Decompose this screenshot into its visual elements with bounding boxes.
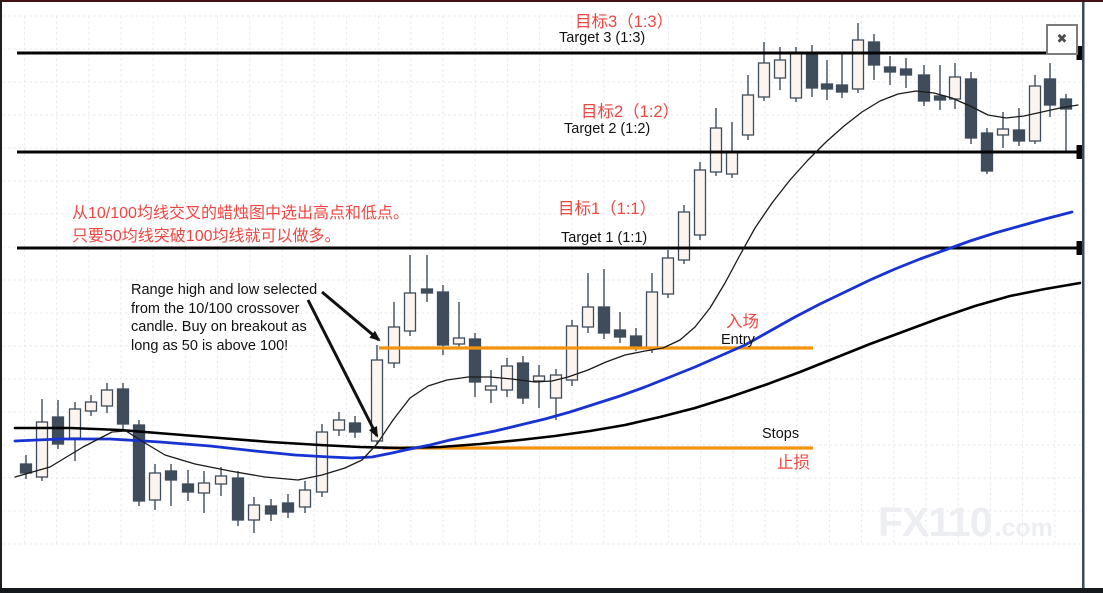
entry-stop-lines bbox=[379, 346, 813, 450]
ma-line-ma50 bbox=[13, 210, 1074, 460]
strategy-note-cn-line1: 从10/100均线交叉的蜡烛图中选出高点和低点。 bbox=[72, 205, 409, 222]
target1-label-cn: 目标1（1:1） bbox=[558, 200, 657, 218]
target1-label-en: Target 1 (1:1) bbox=[561, 230, 648, 246]
close-button[interactable]: ✖ bbox=[1046, 24, 1078, 55]
strategy-note-cn: 从10/100均线交叉的蜡烛图中选出高点和低点。 只要50均线突破100均线就可… bbox=[72, 202, 409, 248]
watermark-suffix: .com bbox=[994, 514, 1053, 542]
stops-label-cn: 止损 bbox=[777, 454, 810, 472]
ma-line-ma10 bbox=[14, 90, 1079, 481]
target-level-lines bbox=[17, 46, 1083, 255]
moving-averages bbox=[13, 90, 1082, 481]
target3-label-en: Target 3 (1:3) bbox=[559, 30, 646, 46]
window-border-bottom bbox=[0, 588, 1103, 593]
watermark-fx110: FX110 .com bbox=[878, 499, 1053, 546]
target2-label-cn: 目标2（1:2） bbox=[581, 103, 680, 121]
entry-label-cn: 入场 bbox=[726, 313, 759, 331]
stops-label-en: Stops bbox=[762, 426, 800, 442]
close-icon: ✖ bbox=[1056, 32, 1068, 47]
strategy-note-cn-line2: 只要50均线突破100均线就可以做多。 bbox=[72, 228, 341, 245]
window-border-left bbox=[0, 0, 2, 593]
annotation-arrows bbox=[306, 290, 381, 438]
window-border-top bbox=[0, 0, 1103, 2]
window-border-right bbox=[1082, 2, 1085, 588]
target3-label-cn: 目标3（1:3） bbox=[575, 13, 674, 31]
entry-label-en: Entry bbox=[721, 332, 755, 348]
watermark-brand: FX110 bbox=[878, 499, 993, 545]
target2-label-en: Target 2 (1:2) bbox=[564, 121, 651, 137]
strategy-note-en: Range high and low selected from the 10/… bbox=[131, 282, 318, 354]
candlesticks bbox=[19, 23, 1073, 533]
ma-line-ma100 bbox=[13, 281, 1082, 450]
